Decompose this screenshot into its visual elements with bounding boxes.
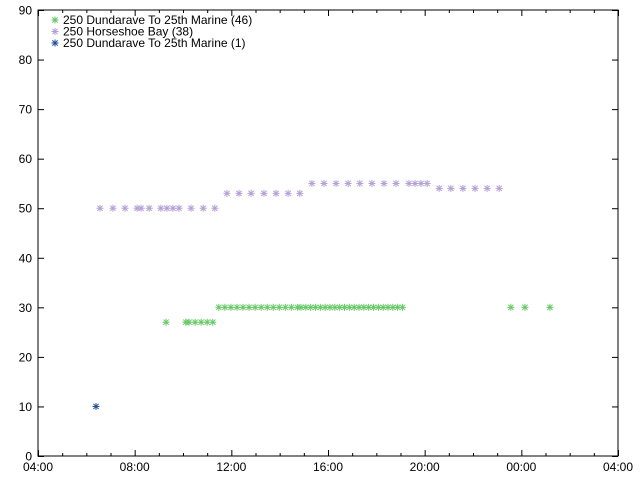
data-point: [109, 204, 117, 212]
data-point: [336, 303, 344, 311]
y-tick-label: 60: [19, 152, 33, 166]
data-point: [235, 189, 243, 197]
data-point: [223, 189, 231, 197]
data-point: [272, 189, 280, 197]
data-point: [269, 303, 277, 311]
y-tick-label: 50: [19, 202, 33, 216]
data-point: [308, 179, 316, 187]
data-point: [423, 179, 431, 187]
data-point: [251, 303, 259, 311]
x-tick-label: 04:00: [23, 460, 53, 474]
plot-border: [37, 9, 619, 457]
legend-marker: [51, 16, 59, 24]
data-point: [191, 318, 199, 326]
data-point: [260, 189, 268, 197]
data-point: [187, 204, 195, 212]
legend-label: 250 Dundarave To 25th Marine (46): [63, 13, 252, 27]
data-point: [199, 204, 207, 212]
data-point: [209, 318, 217, 326]
data-point: [145, 204, 153, 212]
data-point: [221, 303, 229, 311]
data-point: [392, 179, 400, 187]
y-tick-label: 10: [19, 400, 33, 414]
data-point: [355, 303, 363, 311]
data-point: [417, 179, 425, 187]
data-point: [411, 179, 419, 187]
data-point: [284, 189, 292, 197]
data-point: [368, 179, 376, 187]
data-point: [233, 303, 241, 311]
data-point: [287, 303, 295, 311]
axes: 0 10 20 30 40 50 60 70 80 90 04:00 08:00 12:00 16:00 2…: [19, 4, 634, 475]
x-tick-label: 00:00: [506, 460, 536, 474]
legend-marker: [51, 39, 59, 47]
x-tick-label: 08:00: [120, 460, 150, 474]
data-point: [495, 184, 503, 192]
data-point: [185, 318, 193, 326]
y-tick-label: 0: [25, 450, 32, 464]
x-tick-label: 04:00: [603, 460, 633, 474]
data-point: [483, 184, 491, 192]
y-tick-label: 40: [19, 251, 33, 265]
data-point: [435, 184, 443, 192]
data-point: [239, 303, 247, 311]
data-point: [521, 303, 529, 311]
legend-label: 250 Horseshoe Bay (38): [63, 25, 193, 39]
data-point: [245, 303, 253, 311]
data-point: [96, 204, 104, 212]
data-point: [447, 184, 455, 192]
data-point: [459, 184, 467, 192]
data-point: [546, 303, 554, 311]
data-point: [92, 402, 100, 410]
data-point: [320, 179, 328, 187]
data-point: [121, 204, 129, 212]
data-point: [332, 179, 340, 187]
data-point: [296, 189, 304, 197]
data-points: [92, 179, 554, 410]
data-point: [163, 204, 171, 212]
data-point: [326, 303, 334, 311]
y-tick-label: 80: [19, 53, 33, 67]
data-point: [344, 179, 352, 187]
data-point: [380, 179, 388, 187]
data-point: [211, 204, 219, 212]
x-tick-label: 20:00: [410, 460, 440, 474]
data-point: [227, 303, 235, 311]
data-point: [507, 303, 515, 311]
data-point: [157, 204, 165, 212]
legend-marker: [51, 28, 59, 35]
data-point: [399, 303, 407, 311]
legend-label: 250 Dundarave To 25th Marine (1): [63, 36, 246, 50]
data-point: [275, 303, 283, 311]
data-point: [302, 303, 310, 311]
data-point: [257, 303, 265, 311]
data-point: [405, 179, 413, 187]
data-point: [215, 303, 223, 311]
y-tick-label: 70: [19, 103, 33, 117]
data-point: [312, 303, 320, 311]
data-point: [471, 184, 479, 192]
data-point: [162, 318, 170, 326]
data-point: [263, 303, 271, 311]
x-tick-label: 16:00: [313, 460, 343, 474]
data-point: [247, 189, 255, 197]
data-point: [137, 204, 145, 212]
y-tick-label: 20: [19, 350, 33, 364]
data-point: [281, 303, 289, 311]
data-point: [169, 204, 177, 212]
data-point: [356, 179, 364, 187]
y-tick-label: 30: [19, 301, 33, 315]
y-tick-label: 90: [19, 4, 33, 18]
data-point: [197, 318, 205, 326]
data-point: [175, 204, 183, 212]
x-tick-label: 12:00: [216, 460, 246, 474]
legend: 250 Dundarave To 25th Marine (46)250 Hor…: [51, 13, 252, 50]
